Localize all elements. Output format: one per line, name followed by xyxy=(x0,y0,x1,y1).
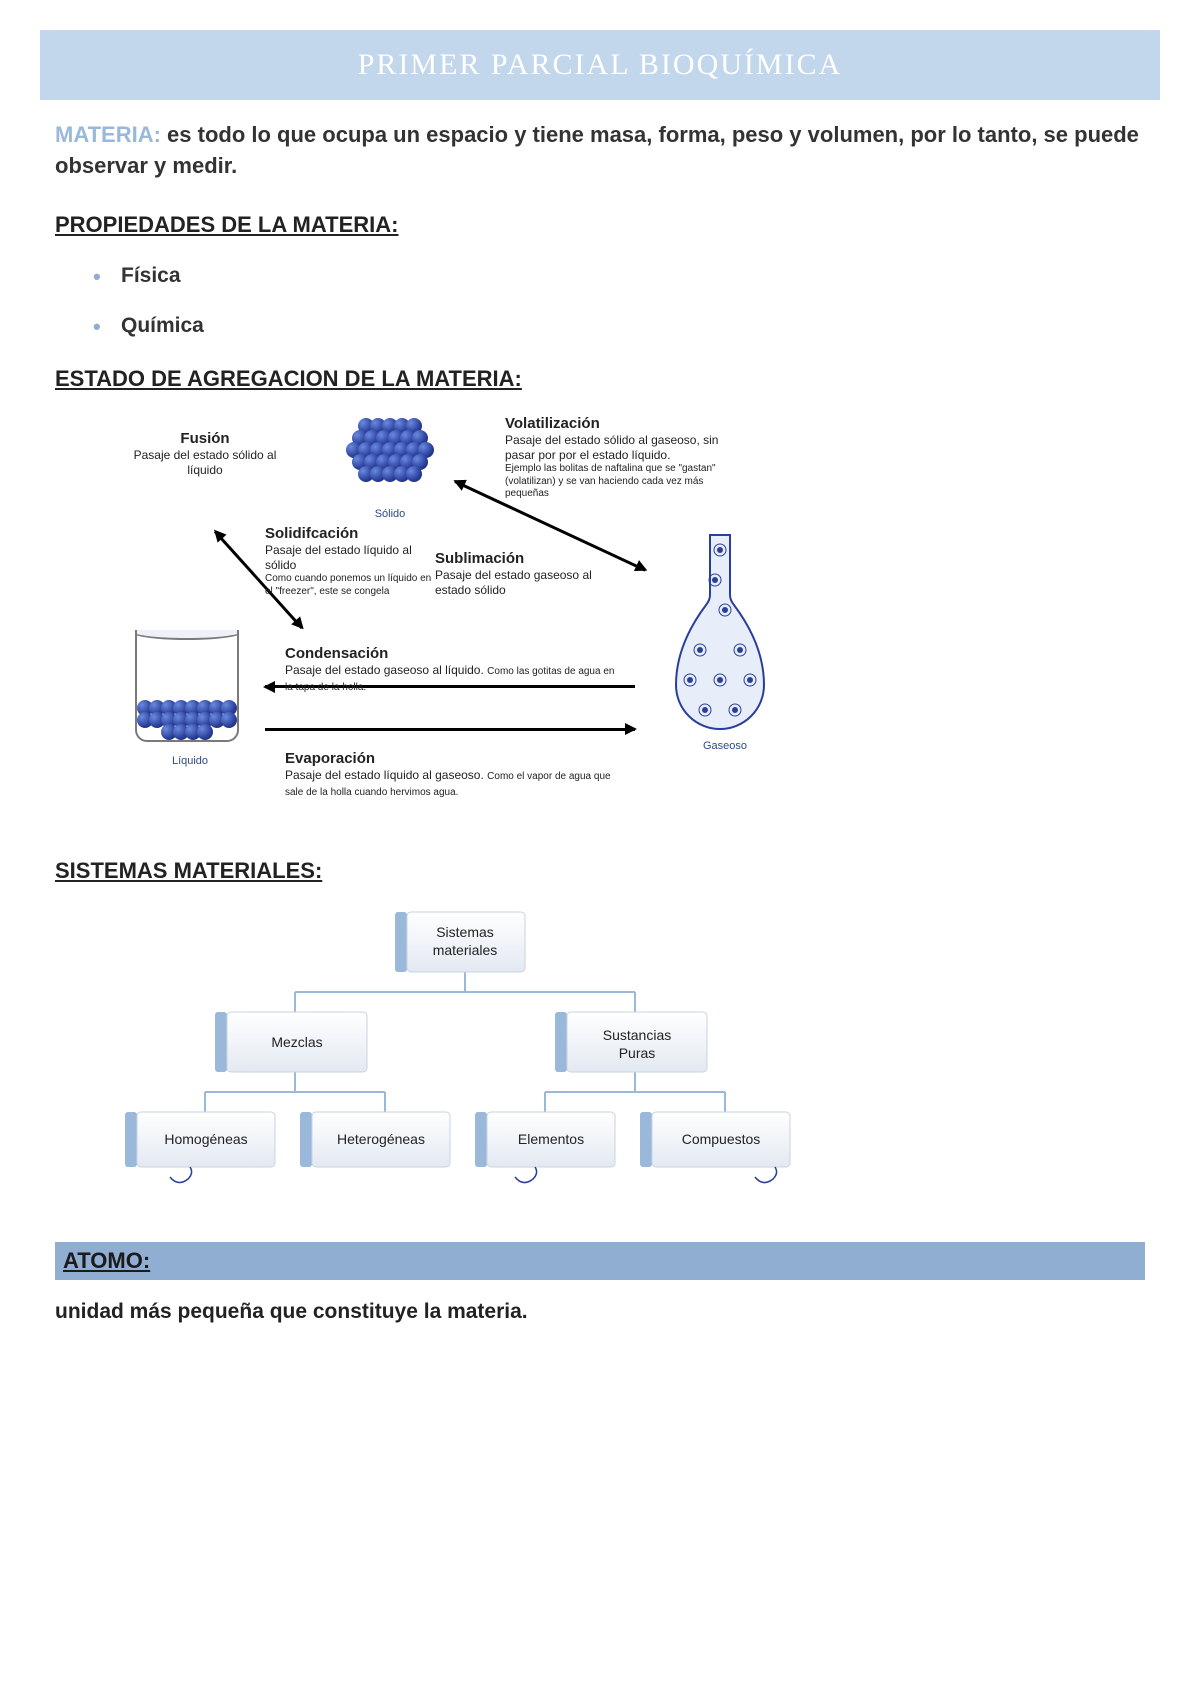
tree-node: Sustancias Puras xyxy=(555,1012,707,1072)
banner-title: PRIMER PARCIAL BIOQUÍMICA xyxy=(358,48,843,81)
tree-node: Heterogéneas xyxy=(300,1112,450,1167)
prop-item: Física xyxy=(93,264,1145,288)
label-fusion: Fusión Pasaje del estado sólido al líqui… xyxy=(115,430,295,479)
page-banner: PRIMER PARCIAL BIOQUÍMICA xyxy=(40,30,1160,100)
heading-atomo: ATOMO: xyxy=(55,1242,1145,1280)
prop-item: Química xyxy=(93,314,1145,338)
gas-icon xyxy=(655,530,785,740)
arrow-evaporation xyxy=(265,728,635,731)
tree-node: Homogéneas xyxy=(125,1112,275,1167)
materia-label: MATERIA: xyxy=(55,122,161,147)
content: MATERIA: es todo lo que ocupa un espacio… xyxy=(0,120,1200,1324)
tree-diagram: Sistemas materiales Mezclas Sustancias P… xyxy=(115,902,815,1202)
label-sublimacion: Sublimación Pasaje del estado gaseoso al… xyxy=(435,550,615,599)
svg-text:Heterogéneas: Heterogéneas xyxy=(337,1131,425,1147)
label-solidificacion: Solidifcación Pasaje del estado líquido … xyxy=(265,525,435,599)
materia-definition: MATERIA: es todo lo que ocupa un espacio… xyxy=(55,120,1145,182)
svg-text:Mezclas: Mezclas xyxy=(271,1034,322,1050)
heading-propiedades: PROPIEDADES DE LA MATERIA: xyxy=(55,212,1145,238)
svg-text:Puras: Puras xyxy=(619,1045,656,1061)
svg-text:Homogéneas: Homogéneas xyxy=(164,1131,247,1147)
label-volatilizacion: Volatilización Pasaje del estado sólido … xyxy=(505,415,735,501)
svg-text:Sistemas: Sistemas xyxy=(436,924,494,940)
caption-liquido: Líquido xyxy=(150,755,230,767)
svg-text:materiales: materiales xyxy=(433,942,498,958)
materia-text: es todo lo que ocupa un espacio y tiene … xyxy=(55,122,1139,178)
tree-node: Compuestos xyxy=(640,1112,790,1167)
label-evaporacion: Evaporación Pasaje del estado líquido al… xyxy=(285,750,615,800)
svg-text:Elementos: Elementos xyxy=(518,1131,584,1147)
page: PRIMER PARCIAL BIOQUÍMICA MATERIA: es to… xyxy=(0,30,1200,1384)
solid-icon xyxy=(335,420,445,510)
heading-estados: ESTADO DE AGREGACION DE LA MATERIA: xyxy=(55,366,1145,392)
propiedades-list: Física Química xyxy=(55,264,1145,338)
heading-sistemas: SISTEMAS MATERIALES: xyxy=(55,858,1145,884)
caption-solido: Sólido xyxy=(350,508,430,520)
tree-node: Mezclas xyxy=(215,1012,367,1072)
label-condensacion: Condensación Pasaje del estado gaseoso a… xyxy=(285,645,615,695)
tree-node: Elementos xyxy=(475,1112,615,1167)
liquid-icon xyxy=(135,630,245,750)
atomo-definition: unidad más pequeña que constituye la mat… xyxy=(55,1300,1145,1324)
state-diagram: Sólido Líquido xyxy=(95,410,875,830)
tree-node-root: Sistemas materiales xyxy=(395,912,525,972)
svg-text:Sustancias: Sustancias xyxy=(603,1027,671,1043)
caption-gaseoso: Gaseoso xyxy=(685,740,765,752)
svg-text:Compuestos: Compuestos xyxy=(682,1131,761,1147)
